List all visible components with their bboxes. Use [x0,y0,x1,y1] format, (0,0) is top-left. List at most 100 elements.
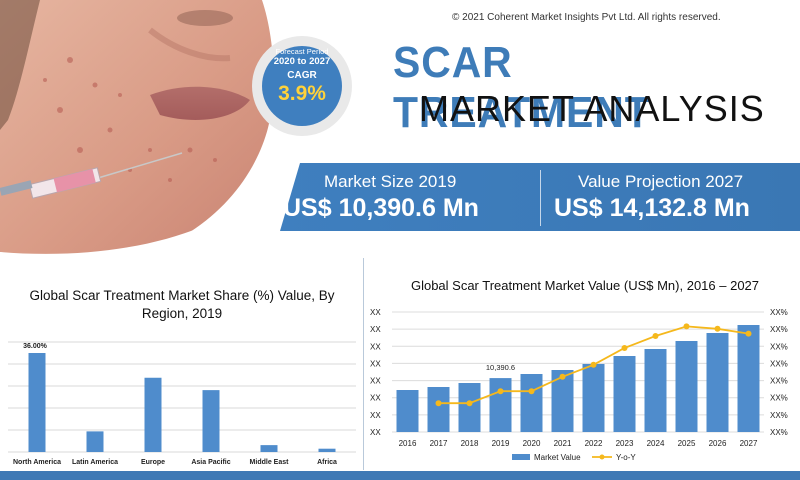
cagr-label: CAGR [287,70,317,81]
value-chart-yoy-line [435,323,752,407]
x-tick-label: 2022 [585,439,603,448]
region-chart-grid [8,341,356,453]
face-shape [0,0,274,258]
y2-tick-label: XX% [770,411,788,420]
hair-shape [0,0,40,130]
y2-tick-label: XX% [770,359,788,368]
page-subtitle: MARKET ANALYSIS [419,88,765,129]
market-size-label: Market Size 2019 [324,172,457,191]
yoy-point [466,400,473,407]
banner-divider [540,170,541,226]
bar-2027 [737,325,760,432]
bar-2023 [613,356,636,432]
region-chart-labels: North America 36.00% Latin America Europe As… [13,343,337,466]
yoy-point [745,330,752,337]
value-chart-grid [392,311,764,433]
cagr-disc [262,46,342,126]
market-size-value: US$ 10,390.6 Mn [283,194,479,222]
bar-2018 [458,383,481,432]
yoy-point [621,345,628,351]
y2-tick-label: XX% [770,308,788,317]
bar-2017 [427,387,450,432]
legend-label-yoy: Y-o-Y [616,453,636,462]
value-projection-label: Value Projection 2027 [578,172,744,191]
y-tick-label: XX [370,428,381,437]
bar-2024 [644,349,667,432]
region-chart-bars [28,353,336,452]
category-label: Asia Pacific [191,459,230,466]
bar-2019 [489,378,512,432]
y-tick-label: XX [370,377,381,386]
yoy-point [497,388,504,395]
yoy-point [435,400,442,407]
x-tick-label: 2016 [399,439,417,448]
acne-marks [43,57,217,182]
bar-2020 [520,374,543,432]
market-value-chart: XX XX% XX XX% XX XX% XX XX% XX XX% XX XX% XX XX% XX XX%… [370,308,788,462]
y2-tick-label: XX% [770,325,788,334]
value-chart-legend: Market Value Y-o-Y [512,453,636,462]
x-tick-label: 2020 [523,439,541,448]
legend-label-market-value: Market Value [534,453,581,462]
y-tick-label: XX [370,411,381,420]
bar-north-america [28,353,46,452]
yoy-point [652,333,659,339]
value-chart-title: Global Scar Treatment Market Value (US$ … [410,278,760,293]
yoy-point [590,361,597,368]
y-tick-label: XX [370,359,381,368]
category-label: Africa [317,459,337,466]
yoy-point [528,388,535,395]
section-divider [363,258,364,470]
y-tick-label: XX [370,325,381,334]
bar-africa [318,448,336,452]
region-chart-title: Global Scar Treatment Market Share (%) V… [29,288,335,321]
data-label: 36.00% [23,343,48,350]
value-chart-bars [396,325,760,432]
bar-europe [144,377,162,452]
x-tick-label: 2025 [678,439,696,448]
data-label: 10,390.6 [486,363,515,372]
syringe [0,152,183,199]
category-label: North America [13,459,61,466]
category-label: Europe [141,459,165,466]
value-projection-value: US$ 14,132.8 Mn [554,194,750,222]
page-title: SCAR TREATMENT [393,38,651,137]
bar-latin-america [86,431,104,452]
y-tick-label: XX [370,342,381,351]
category-label: Latin America [72,459,118,466]
nose-shadow [148,27,231,62]
x-tick-label: 2023 [616,439,634,448]
copyright-text: © 2021 Coherent Market Insights Pvt Ltd.… [452,12,721,23]
bar-asia-pacific [202,390,220,452]
bar-2025 [675,341,698,432]
yoy-point [714,325,721,332]
bar-middle-east [260,445,278,452]
bar-2021 [551,370,574,432]
x-tick-label: 2021 [554,439,572,448]
x-tick-label: 2019 [492,439,510,448]
x-tick-label: 2026 [709,439,727,448]
bar-2026 [706,333,729,432]
x-tick-label: 2027 [740,439,758,448]
value-chart-labels: XX XX% XX XX% XX XX% XX XX% XX XX% XX XX% XX XX% XX XX%… [370,308,788,448]
region-share-chart: North America 36.00% Latin America Europe As… [8,341,356,466]
y-tick-label: XX [370,308,381,317]
legend-swatch-market-value [512,454,530,460]
bar-2016 [396,390,419,432]
lips-shape [150,86,250,120]
category-label: Middle East [250,459,290,466]
bar-2022 [582,364,605,432]
y-tick-label: XX [370,394,381,403]
x-tick-label: 2017 [430,439,448,448]
y2-tick-label: XX% [770,428,788,437]
cagr-value: 3.9% [278,82,326,105]
x-tick-label: 2024 [647,439,665,448]
legend-swatch-yoy-point [599,454,605,460]
cagr-period-label: Forecast Period [275,47,329,56]
y2-tick-label: XX% [770,342,788,351]
y2-tick-label: XX% [770,394,788,403]
yoy-point [683,323,690,330]
y2-tick-label: XX% [770,377,788,386]
x-tick-label: 2018 [461,439,479,448]
eye-shape [177,10,233,26]
